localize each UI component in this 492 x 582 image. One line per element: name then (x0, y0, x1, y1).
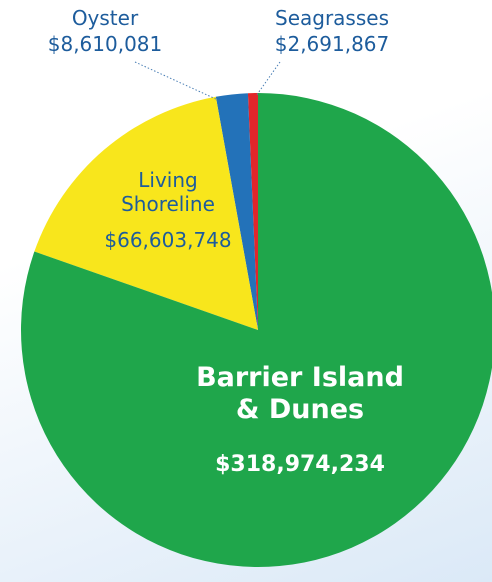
value-label: $2,691,867 (274, 32, 390, 56)
pie-slice (21, 93, 492, 567)
pie-slice (247, 93, 258, 330)
pie-slice (34, 96, 259, 330)
value-label: $66,603,748 (104, 228, 232, 252)
pie-slice (215, 93, 258, 330)
leader-line (134, 61, 219, 101)
value-label: $318,974,234 (215, 452, 385, 477)
slice-label: Living Shoreline (121, 168, 215, 216)
slice-label: Seagrasses (275, 6, 389, 30)
slice-label: Oyster (71, 6, 139, 30)
slice-label: Barrier Island & Dunes (196, 362, 404, 426)
leader-line (255, 61, 281, 97)
value-label: $8,610,081 (47, 32, 163, 56)
